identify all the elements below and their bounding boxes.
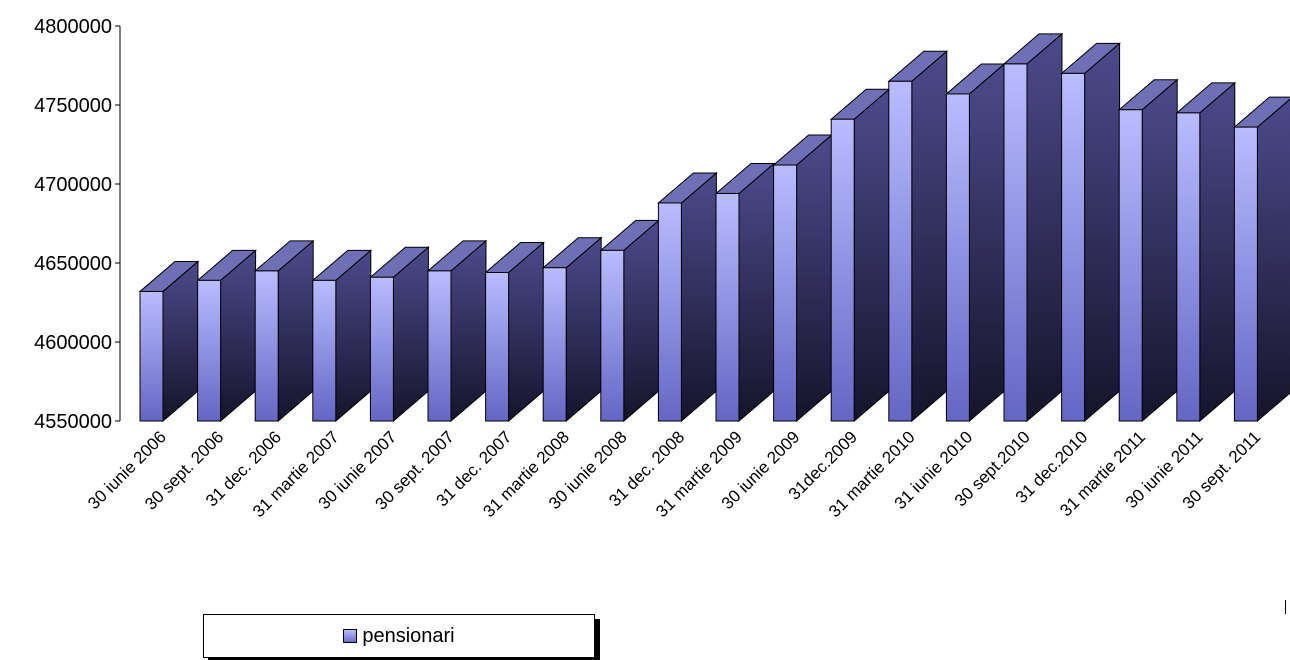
bar-side [680,171,717,423]
bar-front [657,202,682,422]
bar-front [485,271,510,422]
bar [1002,32,1064,423]
bar [484,241,545,423]
bar-front [542,267,567,422]
bar-side [1256,98,1290,423]
bar-front [715,192,740,422]
bar-side [796,133,833,423]
bar-front [1003,63,1028,422]
bar-front [427,270,452,422]
bar-side [1199,81,1236,423]
bar [196,249,257,423]
bar [369,246,430,423]
y-tick-label: 4650000 [34,253,112,275]
bar [772,133,833,423]
y-tick-label: 4600000 [34,332,112,354]
bar-front [1118,109,1143,422]
bar-side [623,219,660,423]
bar-side [1141,78,1178,423]
bar-front [197,279,222,422]
bar-front [600,249,625,422]
bars [138,32,1290,423]
bar-front [888,80,913,422]
bar [253,239,315,423]
y-tick-label: 4800000 [34,16,112,38]
bar [1175,81,1237,423]
y-tick-label: 4550000 [34,411,112,433]
bar-side [853,88,890,423]
bar-side [911,50,948,423]
bar [1117,78,1179,423]
bar-front [312,279,337,422]
y-tick-label: 4750000 [34,95,112,117]
bar [426,239,488,423]
bar-side [508,241,545,423]
bar [1060,42,1121,423]
bar-side [450,239,487,423]
bar-side [1084,42,1121,423]
bar-side [738,162,775,423]
bar-side [565,236,602,423]
legend: pensionari [203,614,595,658]
bar-front [945,93,970,422]
bar [1233,96,1290,423]
bar-chart: 4550000 4600000 4650000 4700000 4750000 48000… [34,16,1290,521]
bar-front [139,290,164,422]
y-axis: 4550000 4600000 4650000 4700000 4750000 48000… [34,16,121,433]
bar-front [1176,112,1201,422]
bar-side [277,239,314,423]
bar-front [1233,126,1258,422]
bar-side [1026,32,1063,423]
bar [541,236,603,423]
legend-swatch [343,629,358,643]
legend-label: pensionari [362,624,455,647]
bar-side [968,62,1005,423]
bar-front [773,164,798,422]
bar [714,162,776,423]
bar [887,50,949,423]
bar [599,219,661,423]
tick-mark [1285,600,1286,614]
bar-front [254,270,279,422]
bar-front [830,118,855,422]
bar [138,260,200,423]
bar [311,249,373,423]
bar [657,171,718,423]
bar-front [1061,72,1086,422]
bar [945,62,1006,423]
bar [829,88,891,423]
bar-front [369,276,394,422]
y-tick-label: 4700000 [34,174,112,196]
